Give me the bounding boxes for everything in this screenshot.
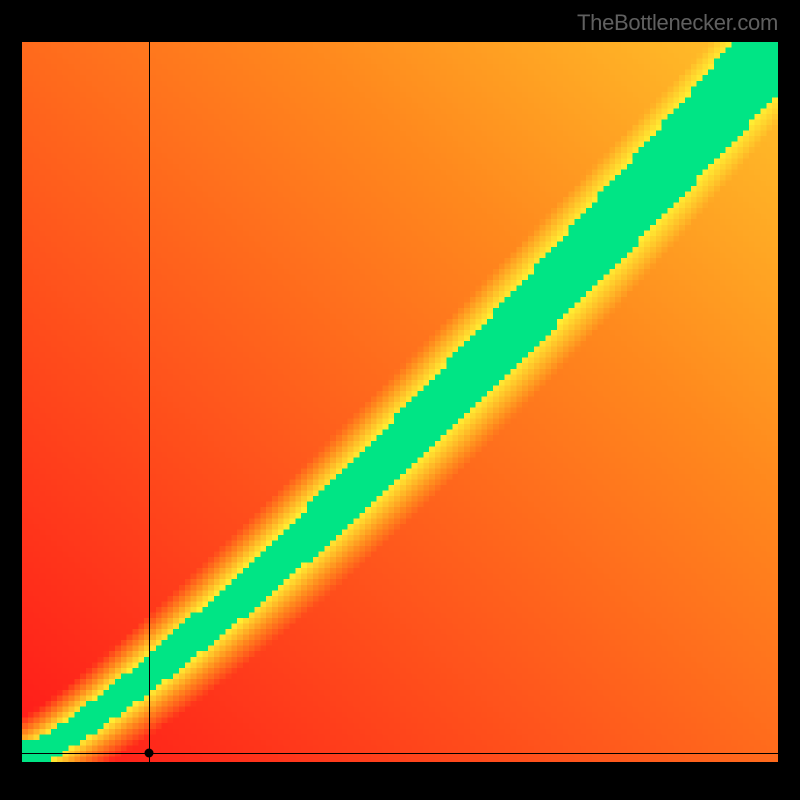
watermark-text: TheBottlenecker.com [577, 10, 778, 36]
heatmap-plot-area [22, 42, 778, 762]
heatmap-canvas [22, 42, 778, 762]
crosshair-marker-dot [145, 749, 154, 758]
crosshair-vertical [149, 42, 150, 762]
crosshair-horizontal [22, 753, 778, 754]
